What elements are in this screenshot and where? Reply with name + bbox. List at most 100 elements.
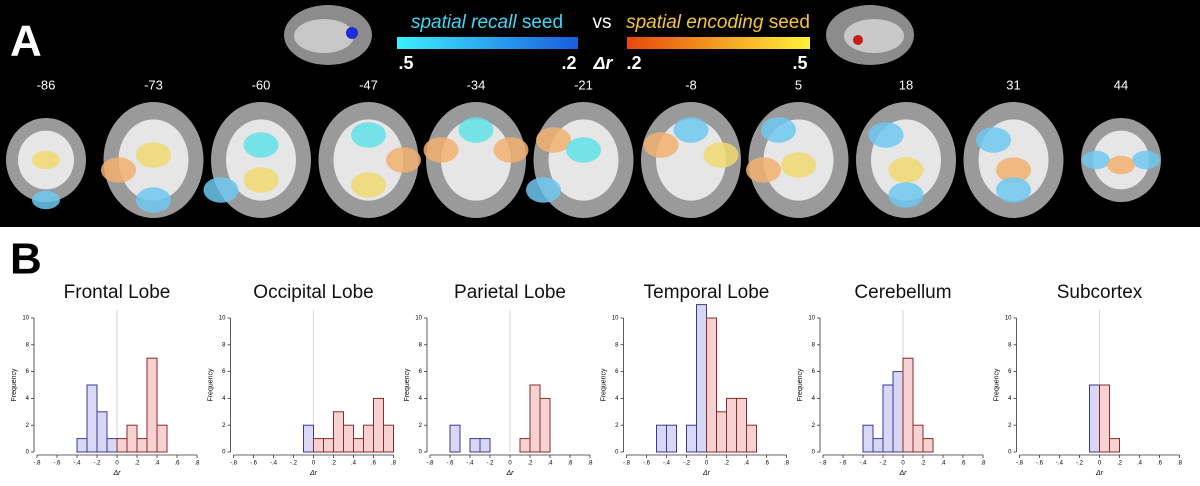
seed-left: spatial recall seed [411,12,563,33]
bar [922,438,934,453]
bar [1109,438,1120,453]
y-tick-label: 10 [808,316,815,322]
activation-blob [423,137,459,163]
x-tick-label: -.6 [1036,461,1044,467]
bar [539,397,551,453]
bar [323,438,334,453]
slice-label: 31 [1006,77,1020,92]
activation-blob [703,142,739,168]
slice-label: 5 [795,77,802,92]
slice-label: -60 [252,77,271,92]
seed-left-italic: spatial recall [411,12,517,33]
x-tick-label: -.8 [1016,461,1024,467]
y-axis-label: Frequency [11,368,18,402]
activation-blob [1107,155,1135,175]
y-tick-label: 2 [1008,423,1012,429]
bar [666,424,677,453]
y-tick-label: 8 [1008,342,1012,348]
y-axis-label: Frequency [207,368,214,402]
bar [736,397,747,453]
slice-label: -73 [144,77,163,92]
x-tick-label: -.6 [250,461,258,467]
x-tick-label: .2 [331,461,337,467]
sagittal-brain-right [826,5,914,65]
activation-blob [136,187,171,213]
y-tick-label: 8 [615,342,619,348]
vs: vs [593,12,612,33]
chart-title: Frontal Lobe [64,282,171,303]
bar [363,424,374,453]
x-tick-label: -.8 [819,461,827,467]
activation-blob [888,182,924,208]
x-tick-label: -.2 [683,461,691,467]
activation-blob [136,142,171,168]
x-tick-label: -.4 [466,461,474,467]
brain-slices: -86 -73 -60 -47 -34 -21 -8 5 18 31 44 [6,77,1161,218]
bar [449,424,461,453]
y-tick-label: 0 [222,450,226,456]
bar [156,424,168,453]
x-tick-label: .6 [960,461,966,467]
panel-label: B [10,235,42,284]
seed-right-italic: spatial encoding [626,12,764,33]
y-tick-label: 10 [415,316,422,322]
bar [1089,384,1100,453]
x-tick-label: .8 [391,461,397,467]
x-tick-label: .8 [980,461,986,467]
bar [86,384,98,453]
activation-blob [868,122,904,148]
slice-label: -86 [37,77,56,92]
y-tick-label: 6 [222,369,226,375]
x-tick-label: .6 [567,461,573,467]
bar [696,304,707,453]
y-tick-label: 6 [419,369,423,375]
bar [116,438,128,453]
y-tick-label: 10 [1005,316,1012,322]
bar [519,438,531,453]
activation-blob [243,167,279,193]
activation-blob [673,117,709,143]
activation-blob [32,190,60,210]
y-axis-label: Frequency [993,368,1000,402]
activation-blob [643,132,679,158]
bar [716,411,727,453]
activation-blob [888,157,924,183]
bar [76,438,88,453]
y-tick-label: 4 [419,396,423,402]
bar [383,424,394,453]
y-tick-label: 8 [26,342,30,348]
bar [126,424,138,453]
activation-blob [781,152,816,178]
x-axis-label: Δr [1095,470,1104,477]
slice-label: 18 [899,77,913,92]
x-tick-label: 0 [705,461,709,467]
activation-blob [101,157,136,183]
scale-label: .5 [398,53,413,73]
colorbar-blue [397,37,578,49]
bar [912,424,924,453]
activation-blob [458,117,494,143]
histograms: Frontal Lobe Frequency Δr 0 2 4 6 8 10 -.8 -.6 -.4 -… [11,282,1183,477]
x-tick-label: .2 [1117,461,1123,467]
activation-blob [526,177,561,203]
chart-title: Occipital Lobe [253,282,373,303]
y-tick-label: 0 [419,450,423,456]
activation-blob [1132,150,1160,170]
x-tick-label: -.2 [1076,461,1084,467]
y-tick-label: 4 [615,396,619,402]
x-tick-label: -.2 [879,461,887,467]
y-tick-label: 2 [419,423,423,429]
activation-blob [203,177,239,203]
x-tick-label: .6 [371,461,377,467]
activation-blob [746,157,781,183]
activation-blob [351,122,386,148]
bar [882,384,894,453]
x-tick-label: -.6 [643,461,651,467]
bar [373,397,384,453]
x-tick-label: .2 [527,461,533,467]
activation-blob [996,177,1031,203]
y-tick-label: 2 [26,423,30,429]
bar [746,424,757,453]
x-axis-label: Δr [702,470,711,477]
bar [529,384,541,453]
